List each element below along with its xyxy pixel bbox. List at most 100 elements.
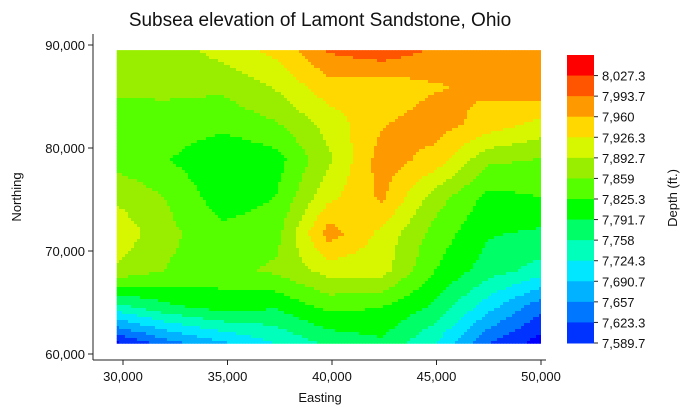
contour-cell — [173, 146, 177, 150]
contour-cell — [194, 137, 198, 141]
contour-cell — [245, 341, 249, 344]
contour-cell — [122, 332, 126, 336]
contour-cell — [242, 86, 246, 90]
contour-cell — [164, 158, 168, 162]
contour-cell — [155, 131, 159, 135]
contour-cell — [131, 173, 135, 177]
contour-cell — [233, 137, 237, 141]
contour-cell — [128, 140, 132, 144]
contour-cell — [260, 176, 264, 180]
contour-cell — [173, 227, 177, 231]
contour-cell — [263, 137, 267, 141]
contour-cell — [215, 311, 219, 315]
contour-cell — [182, 263, 186, 267]
contour-cell — [233, 50, 237, 54]
contour-cell — [224, 203, 228, 207]
contour-cell — [188, 308, 192, 312]
contour-cell — [260, 92, 264, 96]
contour-cell — [254, 239, 258, 243]
contour-cell — [230, 248, 234, 252]
contour-cell — [254, 206, 258, 210]
contour-cell — [125, 143, 129, 147]
contour-cell — [164, 170, 168, 174]
contour-cell — [251, 236, 255, 240]
contour-cell — [182, 77, 186, 81]
contour-cell — [143, 269, 147, 273]
contour-cell — [197, 206, 201, 210]
contour-cell — [263, 218, 267, 222]
contour-cell — [176, 326, 180, 330]
contour-cell — [263, 308, 267, 312]
contour-cell — [248, 50, 252, 54]
contour-cell — [182, 203, 186, 207]
contour-cell — [146, 89, 150, 93]
contour-cell — [167, 305, 171, 309]
contour-cell — [125, 248, 129, 252]
contour-cell — [203, 167, 207, 171]
contour-cell — [221, 149, 225, 153]
contour-cell — [152, 92, 156, 96]
contour-cell — [254, 311, 258, 315]
contour-cell — [230, 104, 234, 108]
contour-cell — [266, 233, 270, 237]
contour-cell — [251, 311, 255, 315]
contour-cell — [116, 326, 120, 330]
contour-cell — [224, 98, 228, 102]
contour-cell — [155, 284, 159, 288]
contour-cell — [227, 227, 231, 231]
contour-cell — [167, 101, 171, 105]
contour-cell — [134, 143, 138, 147]
contour-cell — [212, 287, 216, 291]
contour-cell — [203, 278, 207, 282]
contour-cell — [197, 158, 201, 162]
contour-cell — [209, 212, 213, 216]
contour-cell — [137, 68, 141, 72]
contour-cell — [131, 284, 135, 288]
contour-cell — [155, 311, 159, 315]
contour-cell — [164, 56, 168, 60]
contour-cell — [233, 209, 237, 213]
contour-cell — [122, 101, 126, 105]
contour-cell — [191, 248, 195, 252]
contour-cell — [197, 281, 201, 285]
contour-cell — [227, 203, 231, 207]
contour-cell — [233, 260, 237, 264]
contour-cell — [227, 311, 231, 315]
contour-cell — [116, 212, 120, 216]
contour-cell — [185, 227, 189, 231]
contour-cell — [161, 200, 165, 204]
contour-cell — [185, 269, 189, 273]
contour-cell — [191, 104, 195, 108]
contour-cell — [257, 311, 261, 315]
contour-cell — [125, 272, 129, 276]
contour-cell — [119, 203, 123, 207]
contour-cell — [197, 71, 201, 75]
contour-cell — [209, 116, 213, 120]
contour-cell — [167, 284, 171, 288]
contour-cell — [173, 257, 177, 261]
contour-cell — [125, 167, 129, 171]
contour-cell — [191, 149, 195, 153]
contour-cell — [161, 155, 165, 159]
contour-cell — [149, 257, 153, 261]
contour-cell — [215, 215, 219, 219]
contour-cell — [203, 122, 207, 126]
contour-cell — [131, 161, 135, 165]
contour-cell — [245, 203, 249, 207]
contour-cell — [170, 329, 174, 333]
contour-cell — [128, 95, 132, 99]
contour-cell — [266, 257, 270, 261]
contour-cell — [164, 155, 168, 159]
contour-cell — [185, 200, 189, 204]
contour-cell — [119, 326, 123, 330]
contour-cell — [176, 50, 180, 54]
contour-cell — [176, 272, 180, 276]
contour-cell — [218, 236, 222, 240]
contour-cell — [242, 197, 246, 201]
contour-cell — [215, 143, 219, 147]
contour-cell — [236, 296, 240, 300]
contour-cell — [263, 155, 267, 159]
contour-cell — [191, 305, 195, 309]
contour-cell — [188, 302, 192, 306]
contour-cell — [119, 50, 123, 54]
